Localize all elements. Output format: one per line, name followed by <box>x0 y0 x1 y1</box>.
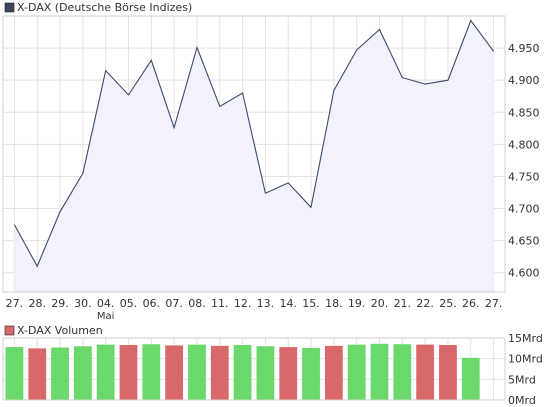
x-tick-label: 08. <box>188 297 206 310</box>
volume-panel: X-DAX Volumen 0Mrd 5Mrd 10Mrd 15Mrd <box>2 324 543 407</box>
volume-y-tick-label: 0Mrd <box>508 394 536 407</box>
price-series-line <box>13 19 495 268</box>
x-tick-label: 07. <box>165 297 183 310</box>
volume-bar <box>324 345 343 400</box>
x-tick-label: 15. <box>302 297 320 310</box>
x-tick-label: 20. <box>371 297 389 310</box>
volume-bar <box>142 344 161 400</box>
price-legend-swatch <box>4 2 15 13</box>
x-tick-label: 21. <box>394 297 412 310</box>
volume-bar <box>73 346 92 400</box>
x-tick-label: 28. <box>28 297 46 310</box>
price-y-tick-label: 4.800 <box>508 138 540 151</box>
volume-legend-label: X-DAX Volumen <box>17 324 103 337</box>
volume-bar <box>210 345 229 400</box>
volume-bar <box>302 347 320 400</box>
x-tick-label: 12. <box>234 297 252 310</box>
x-tick-label: 27. <box>485 297 503 310</box>
volume-bar <box>51 347 69 400</box>
x-tick-label: 25. <box>439 297 457 310</box>
price-plot-frame <box>2 15 506 293</box>
volume-bar <box>5 347 24 400</box>
volume-bar <box>461 357 480 400</box>
price-y-tick-label: 4.650 <box>508 235 540 248</box>
volume-bar <box>393 344 412 400</box>
volume-bar <box>165 345 184 400</box>
volume-bar <box>233 345 252 400</box>
x-tick-label: 06. <box>143 297 161 310</box>
x-tick-label: 30. <box>74 297 92 310</box>
volume-y-tick-label: 10Mrd <box>508 353 543 366</box>
volume-y-tick-label: 5Mrd <box>508 373 536 386</box>
volume-bar <box>119 345 138 400</box>
volume-bar <box>28 348 47 400</box>
volume-bar <box>416 344 435 400</box>
volume-bar <box>279 347 298 400</box>
price-y-tick-label: 4.600 <box>508 267 540 280</box>
x-tick-label: 26. <box>462 297 480 310</box>
volume-plot-frame <box>2 337 506 401</box>
volume-y-axis: 0Mrd 5Mrd 10Mrd 15Mrd <box>508 332 543 407</box>
x-tick-label: 05. <box>120 297 138 310</box>
price-panel: X-DAX (Deutsche Börse Indizes) 4.600 4.65… <box>2 1 540 322</box>
x-tick-label: 29. <box>51 297 69 310</box>
price-legend-label: X-DAX (Deutsche Börse Indizes) <box>17 1 192 14</box>
price-y-tick-label: 4.900 <box>508 74 540 87</box>
price-y-axis: 4.600 4.650 4.700 4.750 4.800 4.850 4.900 4.950 <box>508 42 540 280</box>
x-tick-label: 19. <box>348 297 366 310</box>
volume-bar <box>256 346 275 400</box>
price-area-fill <box>14 20 494 292</box>
volume-bar <box>439 345 457 400</box>
volume-bar <box>188 344 206 400</box>
x-tick-label: 04. <box>97 297 115 310</box>
volume-legend-swatch <box>4 325 15 336</box>
x-month-label: Mai <box>97 311 115 322</box>
x-tick-label: 27. <box>6 297 24 310</box>
x-tick-label: 11. <box>211 297 229 310</box>
volume-bar <box>370 343 389 400</box>
volume-y-tick-label: 15Mrd <box>508 332 543 345</box>
volume-bars <box>5 343 480 400</box>
x-axis-date-labels: 27. 28. 29. 30. 04. 05. 06. 07. 08. 11. 12. 13. 14. 1… <box>6 297 503 322</box>
price-y-tick-label: 4.700 <box>508 203 540 216</box>
price-y-tick-label: 4.950 <box>508 42 540 55</box>
x-tick-label: 22. <box>416 297 434 310</box>
price-y-tick-label: 4.750 <box>508 170 540 183</box>
price-y-tick-label: 4.850 <box>508 106 540 119</box>
volume-bar <box>347 344 366 400</box>
x-tick-label: 13. <box>257 297 275 310</box>
x-tick-label: 14. <box>279 297 297 310</box>
x-tick-label: 18. <box>325 297 343 310</box>
volume-bar <box>96 344 115 400</box>
